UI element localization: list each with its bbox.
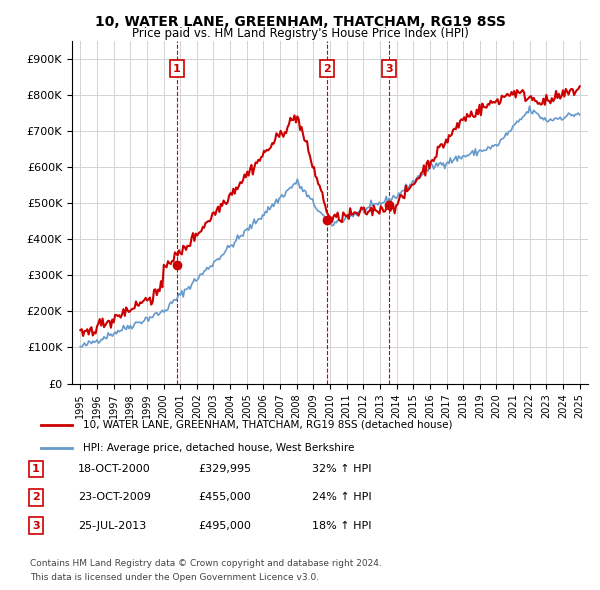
Text: This data is licensed under the Open Government Licence v3.0.: This data is licensed under the Open Gov…: [30, 572, 319, 582]
Text: 10, WATER LANE, GREENHAM, THATCHAM, RG19 8SS (detached house): 10, WATER LANE, GREENHAM, THATCHAM, RG19…: [83, 420, 452, 430]
Text: 32% ↑ HPI: 32% ↑ HPI: [312, 464, 371, 474]
Text: 1: 1: [173, 64, 181, 74]
Text: Price paid vs. HM Land Registry's House Price Index (HPI): Price paid vs. HM Land Registry's House …: [131, 27, 469, 40]
Text: 10, WATER LANE, GREENHAM, THATCHAM, RG19 8SS: 10, WATER LANE, GREENHAM, THATCHAM, RG19…: [95, 15, 505, 29]
Text: 25-JUL-2013: 25-JUL-2013: [78, 521, 146, 530]
Text: HPI: Average price, detached house, West Berkshire: HPI: Average price, detached house, West…: [83, 443, 354, 453]
Text: 3: 3: [32, 521, 40, 530]
Text: 24% ↑ HPI: 24% ↑ HPI: [312, 493, 371, 502]
Text: £329,995: £329,995: [198, 464, 251, 474]
Text: 2: 2: [323, 64, 331, 74]
Text: 18-OCT-2000: 18-OCT-2000: [78, 464, 151, 474]
Text: £495,000: £495,000: [198, 521, 251, 530]
Text: 2: 2: [32, 493, 40, 502]
Text: £455,000: £455,000: [198, 493, 251, 502]
Text: 18% ↑ HPI: 18% ↑ HPI: [312, 521, 371, 530]
Text: 1: 1: [32, 464, 40, 474]
Text: 3: 3: [385, 64, 393, 74]
Text: Contains HM Land Registry data © Crown copyright and database right 2024.: Contains HM Land Registry data © Crown c…: [30, 559, 382, 568]
Text: 23-OCT-2009: 23-OCT-2009: [78, 493, 151, 502]
